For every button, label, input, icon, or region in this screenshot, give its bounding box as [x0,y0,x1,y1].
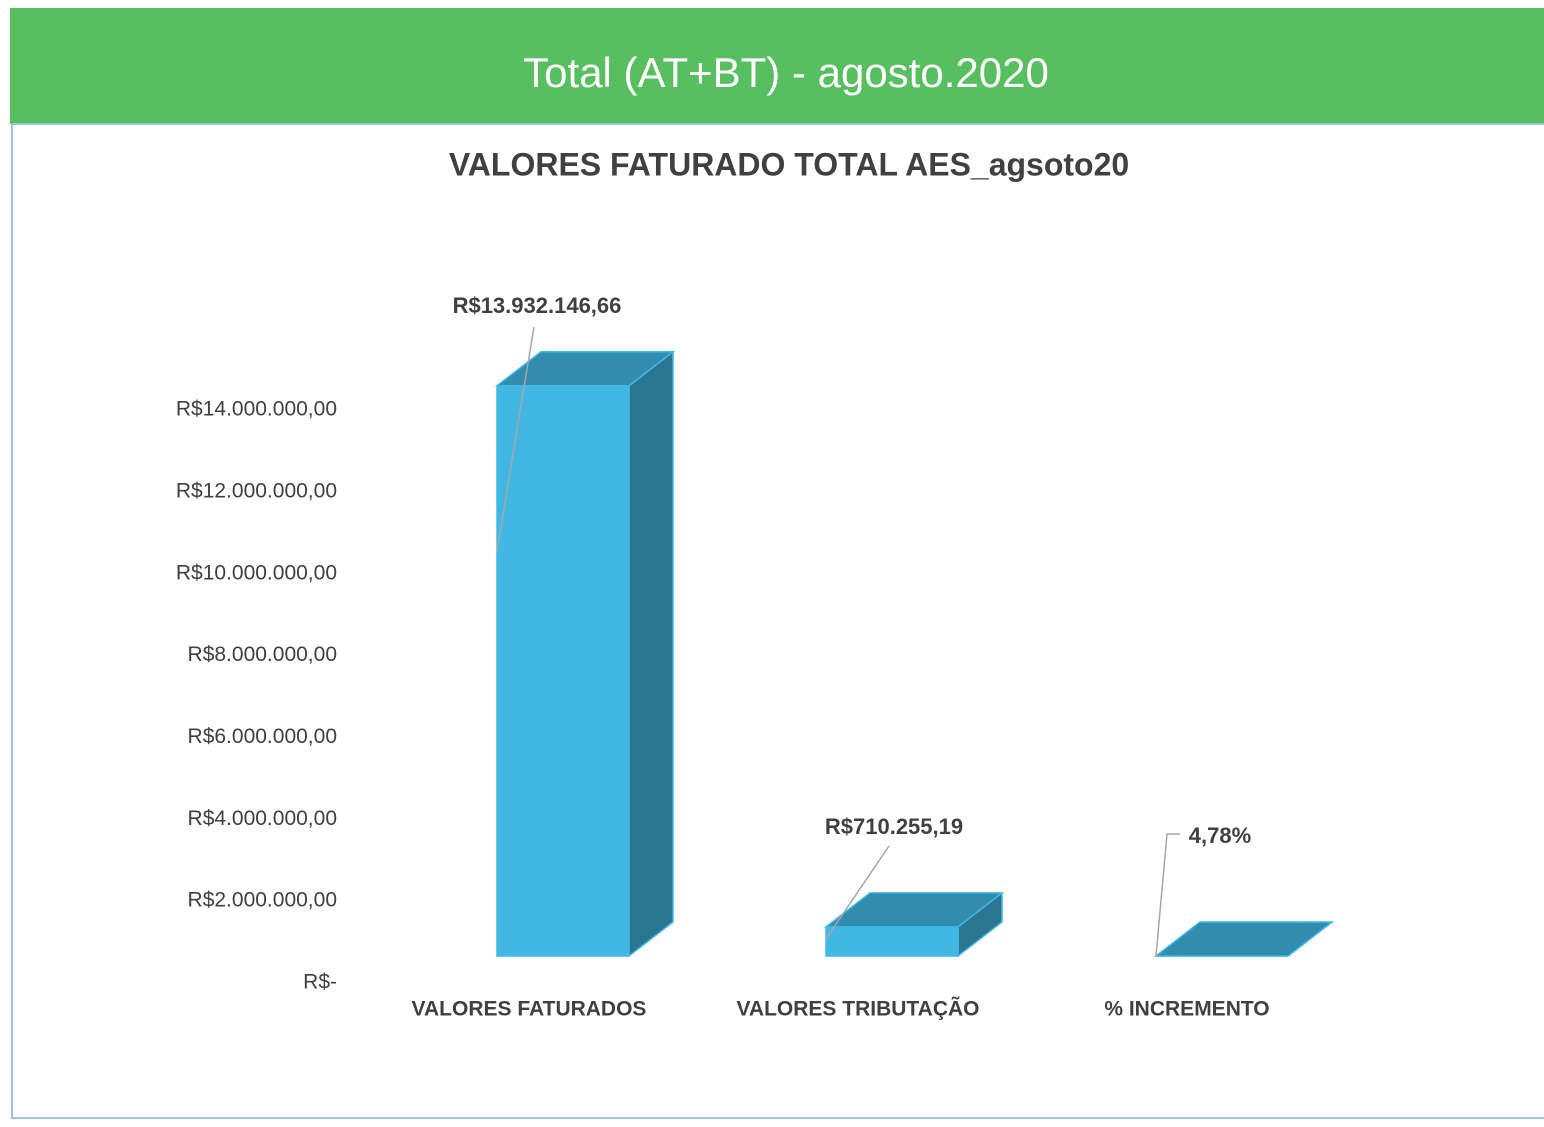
leader-line [496,326,535,552]
y-tick-label: R$14.000.000,00 [176,398,337,421]
x-tick-label: VALORES FATURADOS [412,998,647,1021]
y-tick-label: R$10.000.000,00 [176,561,337,584]
chart-border [11,124,1544,1119]
x-tick-label: % INCREMENTO [1104,998,1269,1021]
bar [494,350,676,958]
leader-line [825,845,890,940]
data-label: R$710.255,19 [825,814,963,839]
bar [823,891,1005,958]
y-tick-label: R$- [303,971,337,994]
y-tick-label: R$8.000.000,00 [188,643,337,666]
bar-front [496,385,630,957]
bar-top [823,892,1005,928]
header-banner [10,8,1544,124]
y-tick-label: R$12.000.000,00 [176,479,337,502]
bar-top [494,351,676,387]
header-title: Total (AT+BT) - agosto.2020 [523,49,1049,96]
bar [1153,921,1335,957]
data-label: R$13.932.146,66 [453,293,622,318]
bar-side [628,350,674,958]
x-tick-label: VALORES TRIBUTAÇÃO [736,998,979,1021]
chart-title: VALORES FATURADO TOTAL AES_agsoto20 [449,146,1129,182]
bar-top [1153,921,1335,957]
data-label: 4,78% [1189,823,1251,848]
y-tick-label: R$4.000.000,00 [188,807,337,830]
y-tick-label: R$6.000.000,00 [188,725,337,748]
bar-front [825,926,959,957]
leader-line [1155,833,1180,957]
y-tick-label: R$2.000.000,00 [188,889,337,912]
